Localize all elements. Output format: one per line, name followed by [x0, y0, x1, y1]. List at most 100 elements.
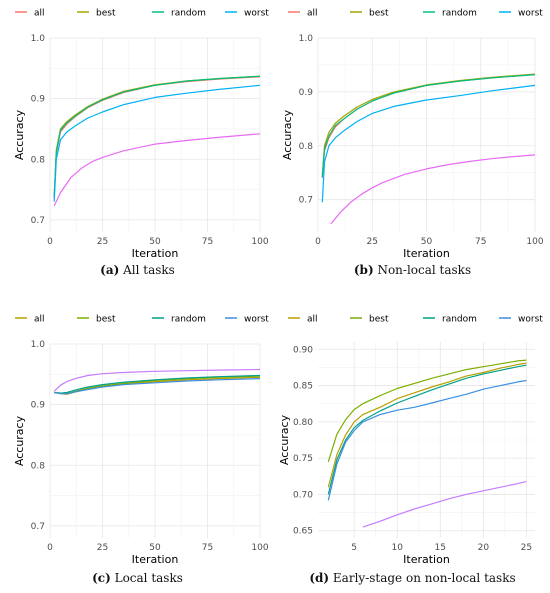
y-tick-label: 1.0 [299, 34, 314, 44]
legend-label-all: all [307, 315, 318, 325]
chart-d: 5 10 15 20 25 0.65 0.70 0.75 0.80 0.85 0.90 Iterati… [278, 315, 543, 567]
x-tick-label: 10 [391, 543, 403, 553]
legend-label-best: best [369, 9, 389, 19]
chart-c: 0 25 50 75 100 0.7 0.8 0.9 1.0 Iteration Accuracy a… [13, 315, 330, 567]
major-grid [49, 37, 261, 232]
chart-panel-c: 0 25 50 75 100 0.7 0.8 0.9 1.0 Iteration Accuracy a… [0, 306, 330, 572]
legend-label-random: random [171, 315, 206, 325]
legend-label-best: best [96, 9, 116, 19]
series-line-local [362, 480, 527, 528]
series-line-random [54, 374, 261, 394]
series-line-worst [53, 84, 261, 202]
x-axis-label: Iteration [132, 553, 179, 566]
x-tick-label: 25 [97, 237, 108, 247]
legend-label-worst: worst [244, 9, 269, 19]
x-tick-label: 100 [251, 543, 268, 553]
caption-a-text: All tasks [123, 263, 175, 277]
chart-panel-d: 5 10 15 20 25 0.65 0.70 0.75 0.80 0.85 0.90 Iterati… [275, 306, 550, 572]
legend-label-worst: worst [518, 9, 543, 19]
x-tick-label: 50 [149, 543, 161, 553]
x-axis-label: Iteration [403, 247, 450, 260]
caption-d-letter: (d) [309, 571, 330, 585]
caption-c-text: Local tasks [114, 571, 183, 585]
y-tick-label: 0.7 [299, 196, 313, 206]
y-tick-label: 0.70 [293, 490, 313, 500]
x-tick-label: 0 [315, 237, 321, 247]
x-axis-label: Iteration [132, 247, 179, 260]
y-tick-label: 0.9 [31, 95, 46, 105]
legend-label-all: all [34, 315, 45, 325]
major-grid [49, 343, 261, 538]
y-tick-label: 0.75 [293, 454, 313, 464]
y-axis-label: Accuracy [13, 109, 26, 160]
legend-label-random: random [171, 9, 206, 19]
chart-panel-a: 0 25 50 75 100 0.7 0.8 0.9 1.0 Iteration Accuracy a… [0, 0, 330, 266]
x-tick-label: 75 [202, 237, 213, 247]
series-line-random [321, 74, 536, 178]
legend-label-worst: worst [244, 315, 269, 325]
series-line-random [327, 364, 527, 495]
series-line-best [327, 359, 527, 462]
y-tick-label: 0.80 [293, 418, 313, 428]
x-tick-label: 25 [521, 543, 532, 553]
x-tick-label: 100 [251, 237, 268, 247]
y-axis-label: Accuracy [13, 415, 26, 466]
y-tick-label: 1.0 [31, 34, 46, 44]
series-line-worst [54, 378, 261, 395]
series-line-local [330, 154, 536, 225]
legend-label-best: best [369, 315, 389, 325]
legend: allbestrandomworstlocal [15, 315, 330, 325]
legend-label-all: all [307, 9, 318, 19]
y-tick-label: 0.90 [293, 345, 313, 355]
y-axis-label: Accuracy [281, 109, 294, 160]
y-tick-label: 0.9 [31, 401, 46, 411]
legend: allbestrandomworstlocal [288, 315, 543, 325]
caption-a-letter: (a) [100, 263, 120, 277]
x-tick-label: 100 [526, 237, 543, 247]
series-line-all [321, 74, 536, 179]
y-tick-label: 1.0 [31, 340, 46, 350]
y-tick-label: 0.7 [31, 522, 45, 532]
x-tick-label: 25 [97, 543, 108, 553]
caption-d-text: Early-stage on non-local tasks [332, 571, 516, 585]
series-line-all [53, 76, 261, 199]
caption-c: (c) Local tasks [0, 571, 275, 585]
series-line-random [53, 75, 261, 197]
chart-a: 0 25 50 75 100 0.7 0.8 0.9 1.0 Iteration Accuracy a… [13, 9, 330, 261]
y-tick-label: 0.85 [293, 382, 313, 392]
legend-label-all: all [34, 9, 45, 19]
legend-label-random: random [442, 315, 477, 325]
legend-label-best: best [96, 315, 116, 325]
caption-a: (a) All tasks [0, 263, 275, 277]
chart-b: 0 25 50 75 100 0.7 0.8 0.9 1.0 Iteration Accuracy a… [281, 9, 544, 261]
x-tick-label: 0 [47, 543, 53, 553]
legend-label-worst: worst [518, 315, 543, 325]
series-line-local [53, 368, 261, 392]
series-line-all [327, 362, 527, 488]
chart-panel-b: 0 25 50 75 100 0.7 0.8 0.9 1.0 Iteration Accuracy a… [275, 0, 550, 266]
y-tick-label: 0.8 [31, 155, 46, 165]
series-line-worst [321, 84, 536, 203]
x-tick-label: 75 [202, 543, 213, 553]
caption-b-letter: (b) [353, 263, 374, 277]
x-tick-label: 5 [351, 543, 357, 553]
x-tick-label: 20 [478, 543, 490, 553]
x-tick-label: 15 [435, 543, 446, 553]
major-grid [318, 342, 535, 538]
y-tick-label: 0.8 [299, 142, 314, 152]
y-axis-label: Accuracy [278, 414, 291, 465]
y-tick-label: 0.65 [293, 527, 313, 537]
x-tick-label: 0 [47, 237, 53, 247]
x-axis-label: Iteration [403, 553, 450, 566]
x-tick-label: 50 [149, 237, 161, 247]
series-line-worst [327, 379, 527, 501]
x-tick-label: 75 [475, 237, 486, 247]
x-tick-label: 25 [367, 237, 378, 247]
legend: allbestrandomworstlocal [15, 9, 330, 19]
y-tick-label: 0.7 [31, 216, 45, 226]
y-tick-label: 0.9 [299, 88, 314, 98]
caption-b: (b) Non-local tasks [275, 263, 550, 277]
caption-b-text: Non-local tasks [377, 263, 472, 277]
y-tick-label: 0.8 [31, 461, 46, 471]
minor-grid [318, 342, 535, 538]
